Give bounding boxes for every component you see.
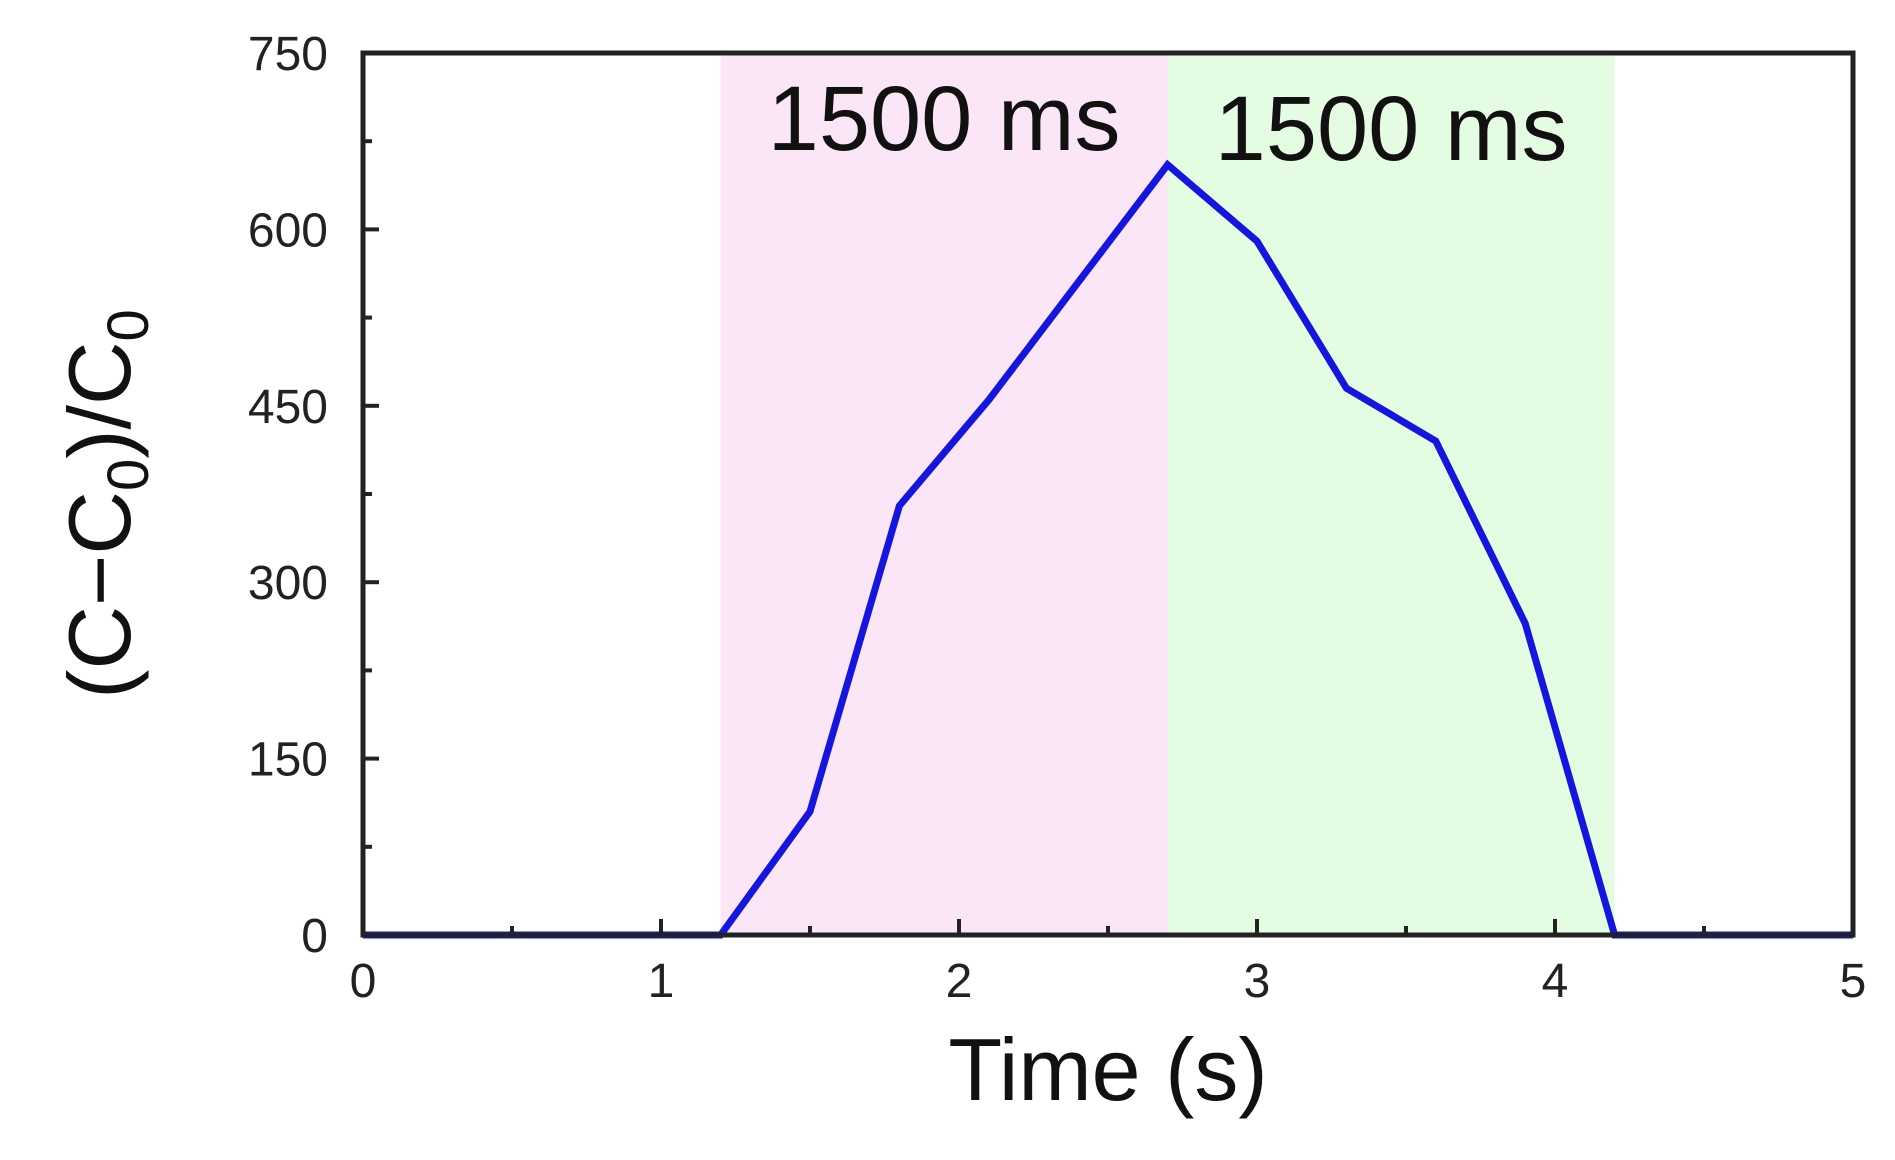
series-group: [362, 159, 1854, 939]
y-tick-label: 450: [248, 381, 328, 434]
y-axis-title-sub2: 0: [96, 309, 161, 341]
shaded-regions: [720, 53, 1615, 935]
axis-ticks: [361, 51, 1855, 937]
x-tick-label: 0: [350, 955, 377, 1008]
x-tick-label: 4: [1542, 955, 1569, 1008]
region-labels: 1500 ms 1500 ms: [768, 68, 1568, 180]
y-tick-labels: 0 150 300 450 600 750: [248, 28, 328, 963]
y-tick-label: 300: [248, 557, 328, 610]
x-tick-label: 3: [1244, 955, 1271, 1008]
x-tick-label: 5: [1840, 955, 1867, 1008]
y-tick-label: 150: [248, 734, 328, 787]
y-tick-label: 750: [248, 28, 328, 81]
series-line-1: [363, 159, 1853, 939]
y-axis-title-mid: )/C: [50, 341, 149, 458]
y-axis-title-open: (C−C: [50, 491, 149, 699]
y-axis-title: (C−C0)/C0: [50, 309, 161, 699]
y-axis-title-sub1: 0: [96, 459, 161, 491]
shaded-region-2: [1167, 53, 1615, 935]
x-tick-label: 1: [648, 955, 675, 1008]
x-axis-title: Time (s): [948, 1020, 1267, 1119]
region-label-2: 1500 ms: [1215, 78, 1568, 180]
x-tick-labels: 0 1 2 3 4 5: [350, 955, 1867, 1008]
region-label-1: 1500 ms: [768, 68, 1121, 170]
y-tick-label: 0: [301, 910, 328, 963]
shaded-region-1: [720, 53, 1168, 935]
x-tick-label: 2: [946, 955, 973, 1008]
y-tick-label: 600: [248, 204, 328, 257]
